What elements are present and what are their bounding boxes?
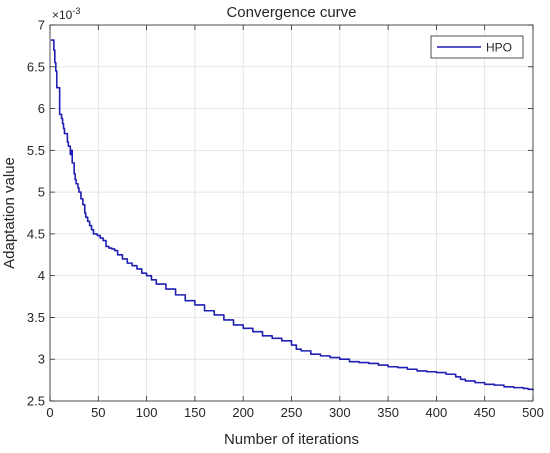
y-tick-label: 5 <box>38 185 45 200</box>
x-tick-label: 100 <box>136 405 158 420</box>
y-axis-label: Adaptation value <box>1 157 18 269</box>
x-tick-label: 400 <box>426 405 448 420</box>
legend: HPO <box>430 35 524 59</box>
x-axis-label: Number of iterations <box>224 431 359 448</box>
y-tick-label: 2.5 <box>27 394 45 409</box>
x-tick-label: 300 <box>329 405 351 420</box>
y-tick-label: 4.5 <box>27 226 45 241</box>
y-tick-label: 6 <box>38 101 45 116</box>
series-line-hpo <box>50 39 534 391</box>
x-tick-label: 500 <box>522 405 544 420</box>
y-tick-label: 3 <box>38 352 45 367</box>
y-tick-label: 6.5 <box>27 59 45 74</box>
x-tick-label: 150 <box>184 405 206 420</box>
x-tick-label: 50 <box>91 405 105 420</box>
chart-title: Convergence curve <box>226 4 356 21</box>
x-tick-label: 200 <box>232 405 254 420</box>
y-tick-label: 3.5 <box>27 310 45 325</box>
ticks: 0 50 100 150 200 250 300 350 400 450 500 2.5 3 3.5 4 4.… <box>27 18 544 421</box>
x-tick-label: 350 <box>377 405 399 420</box>
y-tick-label: 5.5 <box>27 143 45 158</box>
series-layer <box>50 39 534 391</box>
y-exponent-label: ×10-3 <box>52 6 80 22</box>
y-tick-label: 4 <box>38 268 45 283</box>
x-tick-label: 0 <box>46 405 53 420</box>
y-tick-label: 7 <box>38 18 45 33</box>
x-tick-label: 450 <box>474 405 496 420</box>
legend-label-hpo: HPO <box>486 41 512 55</box>
x-tick-label: 250 <box>281 405 303 420</box>
